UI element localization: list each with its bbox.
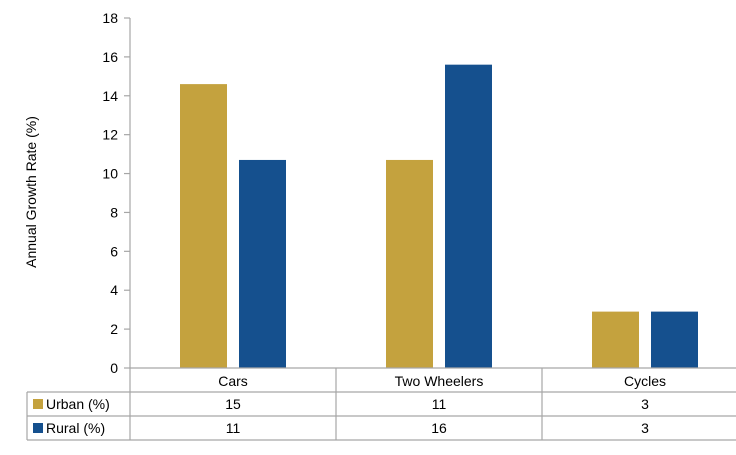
bar-rural-cars [239,159,286,368]
y-tick-label: 0 [110,360,118,376]
legend-swatch [33,423,43,433]
category-label: Cycles [624,373,666,389]
data-table: Cars Two Wheelers Cycles Urban (%) 15 11 3 Rura… [26,367,736,441]
y-tick-label: 4 [110,282,118,298]
table-cell: 16 [431,420,447,436]
y-tick-label: 8 [110,204,118,220]
bar-urban-cycles [592,311,639,368]
y-tick-label: 6 [110,243,118,259]
y-tick-label: 10 [102,166,118,182]
y-tick-label: 16 [102,49,118,65]
y-tick-label: 12 [102,127,118,143]
table-cell: 15 [225,396,241,412]
legend-swatch [33,399,43,409]
table-cell: 11 [226,420,241,436]
category-label: Cars [218,373,248,389]
y-tick-label: 18 [102,10,118,26]
table-cell: 3 [641,396,649,412]
table-cell: 3 [641,420,649,436]
category-label: Two Wheelers [395,373,484,389]
bar-urban-two-wheelers [386,159,433,368]
bar-rural-cycles [651,311,698,368]
y-tick-label: 2 [110,321,118,337]
legend-label: Rural (%) [46,420,105,436]
bar-rural-two-wheelers [445,64,492,369]
bar-urban-cars [180,84,227,368]
y-tick-label: 14 [102,88,118,104]
table-cell: 11 [432,396,447,412]
legend-label: Urban (%) [46,396,110,412]
y-axis: 0 2 4 6 8 10 12 14 16 18 [102,10,131,376]
bars [180,64,698,369]
y-axis-label: Annual Growth Rate (%) [23,116,39,268]
